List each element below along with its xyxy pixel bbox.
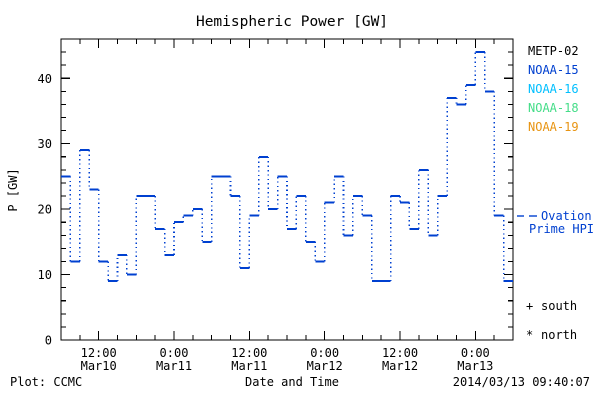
y-tick-label: 0 xyxy=(45,334,52,348)
legend-item-noaa-15: NOAA-15 xyxy=(528,63,579,77)
x-tick-label-time: 0:00 xyxy=(160,346,189,360)
y-tick-label: 40 xyxy=(38,72,52,86)
footer-timestamp: 2014/03/13 09:40:07 xyxy=(453,375,590,389)
satellite-legend: METP-02 NOAA-15 NOAA-16 NOAA-18 NOAA-19 xyxy=(528,44,579,134)
x-tick-label-date: Mar11 xyxy=(156,359,192,373)
x-axis-title: Date and Time xyxy=(245,375,339,389)
y-tick-label: 30 xyxy=(38,137,52,151)
legend-item-noaa-16: NOAA-16 xyxy=(528,82,579,96)
page-title: Hemispheric Power [GW] xyxy=(196,14,388,30)
x-tick-label-date: Mar12 xyxy=(307,359,343,373)
data-series-ovation-prime-hpi xyxy=(61,51,513,283)
marker-legend-south: + south xyxy=(526,299,577,313)
y-tick-label: 20 xyxy=(38,203,52,217)
x-tick-label-time: 12:00 xyxy=(81,346,117,360)
marker-legend: + south * north xyxy=(526,299,577,342)
y-axis-label: P [GW] xyxy=(6,168,20,211)
footer-plot-source: Plot: CCMC xyxy=(10,375,82,389)
x-tick-label-time: 12:00 xyxy=(231,346,267,360)
ovation-legend-label-line2: Prime HPI xyxy=(529,222,594,236)
y-axis-ticks: 0 10 20 30 40 xyxy=(38,38,513,348)
asterisk-icon: * xyxy=(526,328,533,342)
ovation-legend: Ovation Prime HPI xyxy=(517,209,594,236)
asterisk-icon: + xyxy=(526,299,533,313)
x-tick-label-time: 12:00 xyxy=(382,346,418,360)
x-tick-label-date: Mar10 xyxy=(81,359,117,373)
ovation-legend-label-line1: Ovation xyxy=(541,209,592,223)
legend-item-noaa-19: NOAA-19 xyxy=(528,120,579,134)
marker-legend-north: * north xyxy=(526,328,577,342)
x-tick-label-date: Mar13 xyxy=(457,359,493,373)
legend-item-noaa-18: NOAA-18 xyxy=(528,101,579,115)
x-tick-label-date: Mar12 xyxy=(382,359,418,373)
y-tick-label: 10 xyxy=(38,268,52,282)
x-tick-label-time: 0:00 xyxy=(461,346,490,360)
x-tick-label-time: 0:00 xyxy=(310,346,339,360)
legend-item-metp-02: METP-02 xyxy=(528,44,579,58)
x-axis-ticks: 12:00Mar100:00Mar1112:00Mar110:00Mar1212… xyxy=(60,39,514,373)
marker-legend-label: south xyxy=(541,299,577,313)
marker-legend-label: north xyxy=(541,328,577,342)
x-tick-label-date: Mar11 xyxy=(231,359,267,373)
